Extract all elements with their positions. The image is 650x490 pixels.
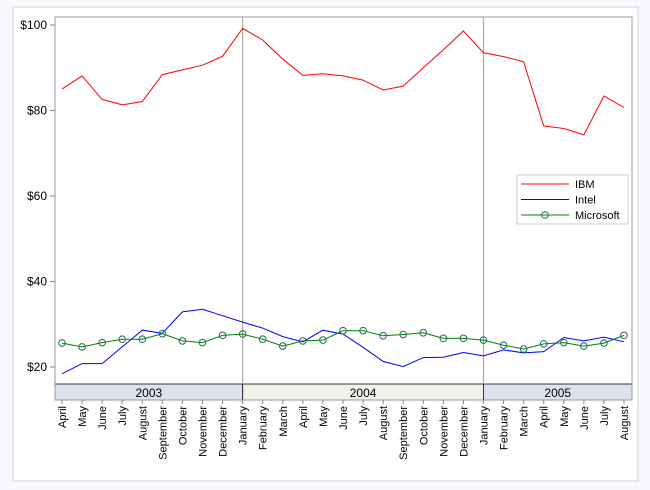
microsoft-point <box>479 336 488 344</box>
microsoft-point <box>600 339 608 347</box>
microsoft-point <box>439 334 448 343</box>
microsoft-point <box>198 338 207 347</box>
microsoft-point <box>278 342 287 350</box>
series-ibm <box>61 27 625 136</box>
microsoft-point <box>519 345 528 353</box>
month-label: April <box>57 406 69 428</box>
microsoft-point <box>399 330 408 339</box>
microsoft-line <box>61 330 625 350</box>
microsoft-point <box>138 335 147 344</box>
month-label: January <box>479 406 491 446</box>
month-label: July <box>599 406 611 426</box>
microsoft-point <box>178 337 187 345</box>
y-tick-label: $60 <box>27 189 47 203</box>
microsoft-point <box>539 340 548 348</box>
series-microsoft <box>58 326 628 353</box>
microsoft-point <box>499 341 508 349</box>
microsoft-point <box>379 331 387 340</box>
microsoft-point <box>218 331 227 340</box>
month-label: June <box>338 406 350 430</box>
month-label: October <box>177 406 189 445</box>
month-label: February <box>499 406 511 451</box>
month-label: November <box>438 406 450 457</box>
chart-frame <box>12 6 639 482</box>
year-label: 2005 <box>544 386 571 400</box>
microsoft-point <box>118 335 127 344</box>
microsoft-point <box>339 326 347 335</box>
legend-label: Microsoft <box>575 210 620 222</box>
legend: IBM Intel Microsoft <box>516 174 629 225</box>
month-label: June <box>97 406 109 430</box>
month-label: May <box>559 406 571 427</box>
microsoft-point <box>258 335 267 344</box>
month-label: October <box>418 406 430 445</box>
month-label: August <box>619 406 631 440</box>
month-label: June <box>579 406 591 430</box>
month-label: November <box>198 406 210 457</box>
microsoft-point <box>238 330 247 338</box>
microsoft-point <box>58 339 66 347</box>
legend-label: Intel <box>575 195 596 207</box>
month-label: April <box>539 406 551 428</box>
microsoft-point <box>459 334 468 343</box>
month-label: March <box>278 406 290 437</box>
month-label: August <box>137 406 149 440</box>
microsoft-point <box>580 342 588 350</box>
month-label: April <box>298 406 310 428</box>
month-label: January <box>238 406 250 446</box>
month-label: May <box>318 406 330 427</box>
microsoft-point <box>319 336 327 344</box>
year-label: 2004 <box>350 386 377 400</box>
month-label: September <box>157 406 169 460</box>
month-label: July <box>358 406 370 426</box>
legend-label: IBM <box>575 179 595 191</box>
microsoft-point <box>359 326 367 335</box>
microsoft-point <box>98 338 106 347</box>
microsoft-point <box>620 331 628 340</box>
y-tick-label: $40 <box>27 275 47 289</box>
month-label: February <box>258 406 270 451</box>
month-label: August <box>378 406 390 440</box>
month-label: December <box>458 406 470 457</box>
month-label: March <box>519 406 531 437</box>
month-label: July <box>117 406 129 426</box>
microsoft-point <box>299 337 307 345</box>
month-label: December <box>218 406 230 457</box>
month-label: September <box>398 406 410 460</box>
microsoft-point <box>158 329 167 338</box>
y-tick-label: $80 <box>27 104 47 118</box>
year-label: 2003 <box>135 386 162 400</box>
y-tick-label: $20 <box>27 360 47 374</box>
month-label: May <box>77 406 89 427</box>
ibm-line <box>61 27 625 136</box>
legend-marker <box>541 211 549 219</box>
microsoft-point <box>78 343 86 351</box>
y-tick-label: $100 <box>20 18 47 32</box>
microsoft-point <box>559 338 568 347</box>
microsoft-point <box>419 329 428 337</box>
